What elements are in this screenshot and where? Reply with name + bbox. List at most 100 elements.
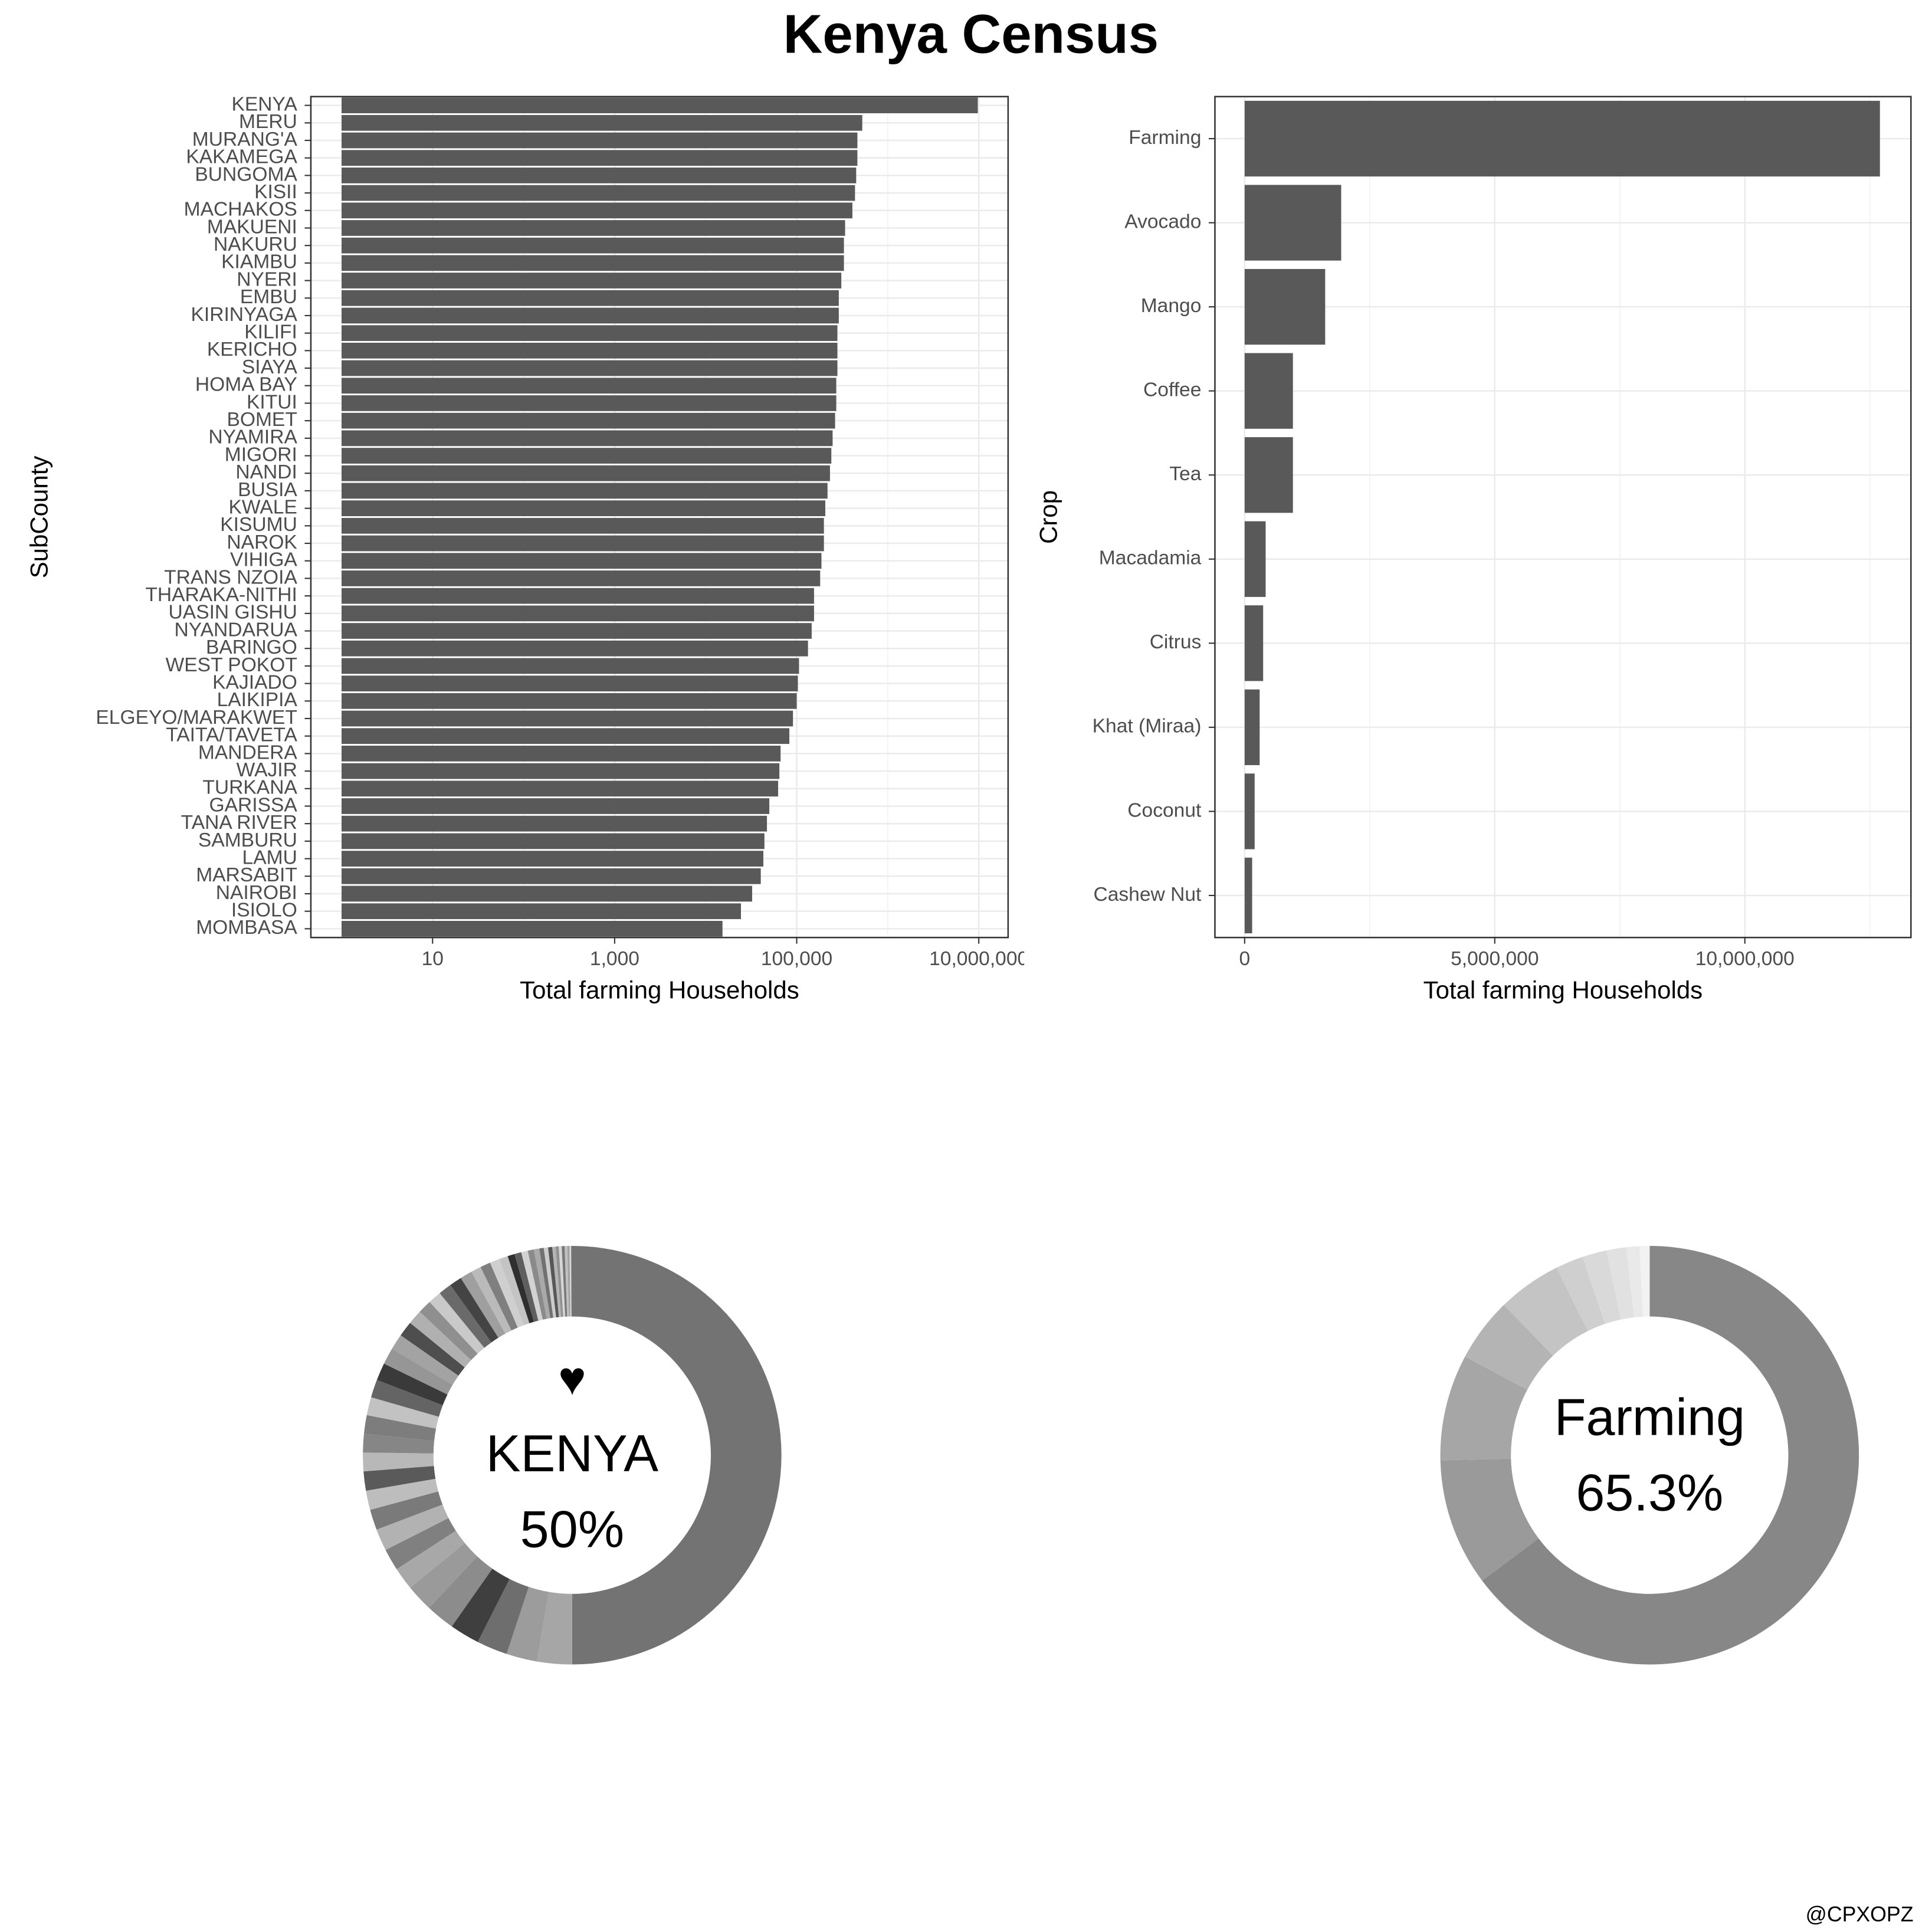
center-label: 50% — [520, 1500, 624, 1558]
bar — [341, 448, 832, 464]
y-tick-label: MARSABIT — [196, 864, 297, 886]
y-tick-label: TRANS NZOIA — [164, 566, 297, 588]
y-tick-label: Khat (Miraa) — [1093, 716, 1202, 737]
donut-slice — [366, 1397, 439, 1429]
donut-slice — [559, 1246, 566, 1317]
donut-slice — [1606, 1247, 1635, 1320]
bar — [341, 342, 838, 359]
donut-slice — [565, 1246, 569, 1317]
y-tick-label: Cashew Nut — [1093, 884, 1202, 906]
x-tick-label: 10,000,000 — [1695, 948, 1795, 970]
donut-slice — [450, 1278, 498, 1343]
panel-border — [310, 96, 1009, 939]
bar — [341, 903, 742, 920]
donut-slice — [429, 1556, 493, 1626]
donut-slice — [385, 1518, 456, 1570]
bar — [1244, 100, 1880, 177]
y-tick-label: NYANDARUA — [175, 619, 298, 641]
y-tick-label: LAIKIPIA — [217, 689, 298, 711]
bar — [341, 132, 858, 149]
donut-slice — [1504, 1268, 1588, 1356]
donut-slice — [1556, 1257, 1605, 1331]
bar — [341, 588, 814, 604]
y-tick-label: MOMBASA — [196, 917, 297, 939]
bar — [341, 97, 978, 113]
y-tick-label: BUSIA — [238, 479, 297, 501]
y-tick-label: NAIROBI — [216, 882, 297, 904]
bar — [341, 483, 828, 499]
bar — [341, 833, 765, 849]
donut-slice — [506, 1587, 549, 1662]
y-tick-label: Tea — [1169, 463, 1201, 485]
bar — [341, 798, 770, 814]
donut-slice — [552, 1247, 562, 1317]
y-tick-label: MIGORI — [225, 444, 297, 465]
center-label: ♥ — [558, 1352, 586, 1405]
y-tick-label: ELGEYO/MARAKWET — [96, 707, 297, 729]
bar — [341, 605, 814, 622]
bar — [341, 640, 808, 657]
donut-slice — [363, 1434, 435, 1454]
bar — [1244, 268, 1326, 345]
y-axis-label: Crop — [1034, 490, 1062, 544]
bar — [341, 325, 838, 342]
x-tick-label: 0 — [1239, 948, 1250, 970]
y-tick-label: EMBU — [240, 286, 297, 308]
y-tick-label: TANA RIVER — [181, 812, 297, 834]
y-tick-label: NAKURU — [214, 234, 297, 255]
y-tick-label: KAKAMEGA — [186, 146, 297, 168]
y-tick-label: MURANG'A — [192, 129, 298, 150]
y-tick-label: KIAMBU — [221, 251, 297, 273]
panel-border — [1214, 96, 1912, 939]
y-tick-label: WAJIR — [237, 759, 297, 781]
y-tick-label: Farming — [1129, 127, 1201, 149]
y-tick-label: LAMU — [242, 847, 297, 868]
bar — [1244, 857, 1252, 934]
donut-slice — [461, 1271, 506, 1338]
donut-slice — [410, 1311, 471, 1368]
bar — [1244, 521, 1266, 597]
donut-slice — [451, 1569, 510, 1642]
bar — [341, 746, 781, 762]
donut-slice — [376, 1363, 448, 1406]
donut-slice — [569, 1245, 572, 1317]
donut-slice — [1465, 1305, 1553, 1390]
y-tick-label: BUNGOMA — [195, 163, 297, 185]
y-tick-label: BARINGO — [206, 637, 297, 658]
y-tick-label: KISII — [254, 181, 297, 203]
donut-slice — [363, 1465, 436, 1491]
bar — [341, 623, 812, 639]
donut-slice — [555, 1246, 563, 1317]
bar — [341, 851, 763, 867]
bar — [341, 780, 779, 797]
donut-slice — [539, 1248, 553, 1318]
bar — [341, 500, 825, 516]
bar — [341, 763, 780, 779]
bar — [341, 114, 862, 131]
bar — [1244, 437, 1293, 513]
donut-slice — [499, 1256, 530, 1326]
bar — [341, 168, 857, 183]
y-tick-label: KIRINYAGA — [191, 304, 297, 326]
x-tick-label: 1,000 — [590, 948, 639, 970]
y-tick-label: WEST POKOT — [166, 654, 297, 676]
donut-slice — [571, 1245, 572, 1317]
center-label: Farming — [1554, 1388, 1745, 1446]
donut-slice — [370, 1380, 443, 1417]
y-tick-label: KENYA — [232, 93, 298, 115]
bar — [341, 535, 824, 552]
bar — [341, 570, 821, 586]
donut-slice — [383, 1349, 453, 1395]
y-tick-label: SAMBURU — [198, 829, 297, 851]
bar — [341, 255, 844, 271]
donut-slice — [439, 1285, 492, 1348]
bar — [341, 220, 845, 236]
bar — [341, 885, 753, 902]
y-tick-label: Mango — [1141, 295, 1202, 317]
y-tick-label: KITUI — [247, 391, 297, 413]
donut-slice — [1639, 1245, 1650, 1317]
x-tick-label: 100,000 — [761, 948, 832, 970]
donut-slice — [429, 1293, 485, 1354]
bar — [341, 658, 799, 674]
